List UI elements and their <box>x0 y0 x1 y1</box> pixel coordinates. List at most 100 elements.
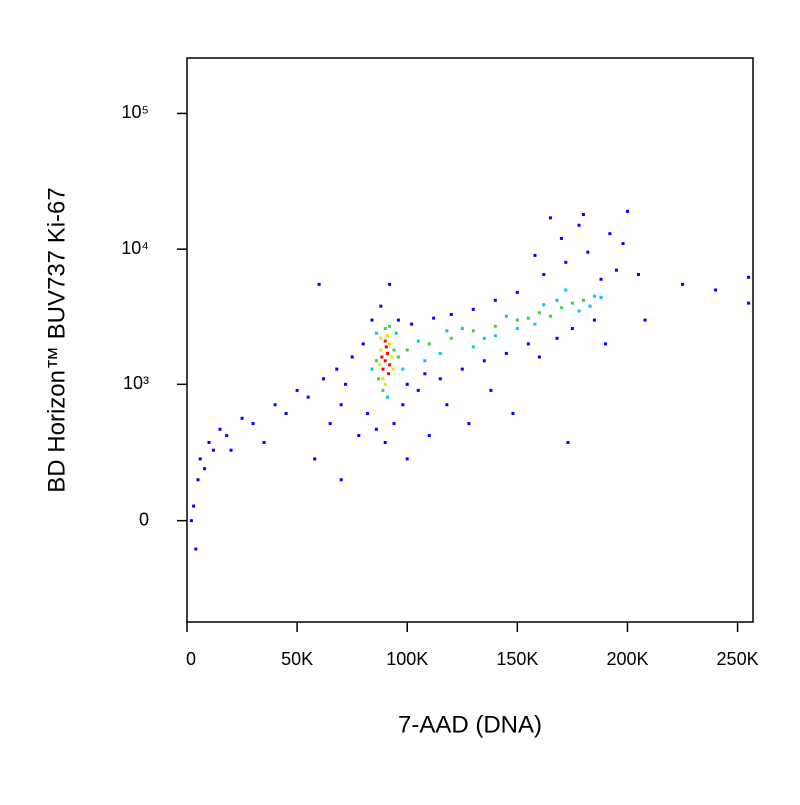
point <box>384 345 388 349</box>
point <box>599 296 603 300</box>
point <box>229 448 233 452</box>
point <box>416 339 420 343</box>
point <box>306 395 310 399</box>
point <box>218 427 222 431</box>
point <box>636 273 640 277</box>
point <box>383 440 387 444</box>
point <box>526 316 530 320</box>
y-tick-label: 10⁵ <box>122 102 149 122</box>
point <box>385 351 389 355</box>
point <box>566 440 570 444</box>
point <box>390 355 394 359</box>
point <box>581 298 585 302</box>
point <box>423 372 427 376</box>
point <box>555 336 559 340</box>
point <box>401 403 405 407</box>
point <box>410 322 414 326</box>
point <box>432 316 436 320</box>
point <box>295 388 299 392</box>
point <box>339 403 343 407</box>
point <box>471 345 475 349</box>
point <box>564 288 568 292</box>
point <box>493 298 497 302</box>
point <box>467 422 471 426</box>
x-tick-label: 0 <box>186 649 196 669</box>
point <box>339 478 343 482</box>
point <box>504 351 508 355</box>
point <box>240 416 244 420</box>
point <box>381 367 385 371</box>
point <box>405 382 409 386</box>
point <box>747 275 751 279</box>
point <box>643 318 647 322</box>
point <box>396 318 400 322</box>
point <box>542 273 546 277</box>
point <box>416 388 420 392</box>
point <box>449 312 453 316</box>
point <box>374 331 378 335</box>
x-axis-title: 7-AAD (DNA) <box>398 711 542 738</box>
point <box>198 457 202 461</box>
point <box>482 336 486 340</box>
point <box>379 304 383 308</box>
point <box>203 467 207 471</box>
point <box>460 326 464 330</box>
x-tick-label: 200K <box>606 649 648 669</box>
point <box>747 301 751 305</box>
point <box>537 311 541 315</box>
point <box>714 288 718 292</box>
point <box>196 478 200 482</box>
point <box>401 367 405 371</box>
point <box>533 322 537 326</box>
point <box>423 359 427 363</box>
y-tick-label: 0 <box>139 509 149 529</box>
point <box>344 382 348 386</box>
point <box>385 334 389 338</box>
point <box>445 329 449 333</box>
y-tick-label: 10³ <box>123 373 149 393</box>
point <box>438 377 442 381</box>
point <box>586 250 590 254</box>
point <box>427 434 431 438</box>
point <box>374 427 378 431</box>
point <box>515 326 519 330</box>
point <box>392 348 396 352</box>
plot-frame <box>186 57 754 623</box>
point <box>588 304 592 308</box>
point <box>387 372 391 376</box>
point <box>570 326 574 330</box>
point <box>681 282 685 286</box>
point <box>548 314 552 318</box>
point <box>370 318 374 322</box>
point <box>614 268 618 272</box>
point <box>603 342 607 346</box>
point <box>322 377 326 381</box>
point <box>533 253 537 257</box>
point <box>515 290 519 294</box>
point <box>262 440 266 444</box>
point <box>504 314 508 318</box>
point <box>378 363 382 367</box>
point <box>394 331 398 335</box>
point <box>445 403 449 407</box>
point <box>381 377 385 381</box>
point <box>317 282 321 286</box>
point <box>405 457 409 461</box>
point <box>471 329 475 333</box>
point <box>388 324 392 328</box>
point <box>211 448 215 452</box>
y-axis-title: BD Horizon™ BUV737 Ki-67 <box>43 187 70 492</box>
point <box>350 355 354 359</box>
point <box>383 359 387 363</box>
point <box>396 355 400 359</box>
point <box>592 294 596 298</box>
point <box>381 388 385 392</box>
point <box>388 363 392 367</box>
point <box>385 395 389 399</box>
point <box>207 440 211 444</box>
point <box>366 411 370 415</box>
point <box>581 213 585 217</box>
point <box>388 282 392 286</box>
point <box>383 382 387 386</box>
